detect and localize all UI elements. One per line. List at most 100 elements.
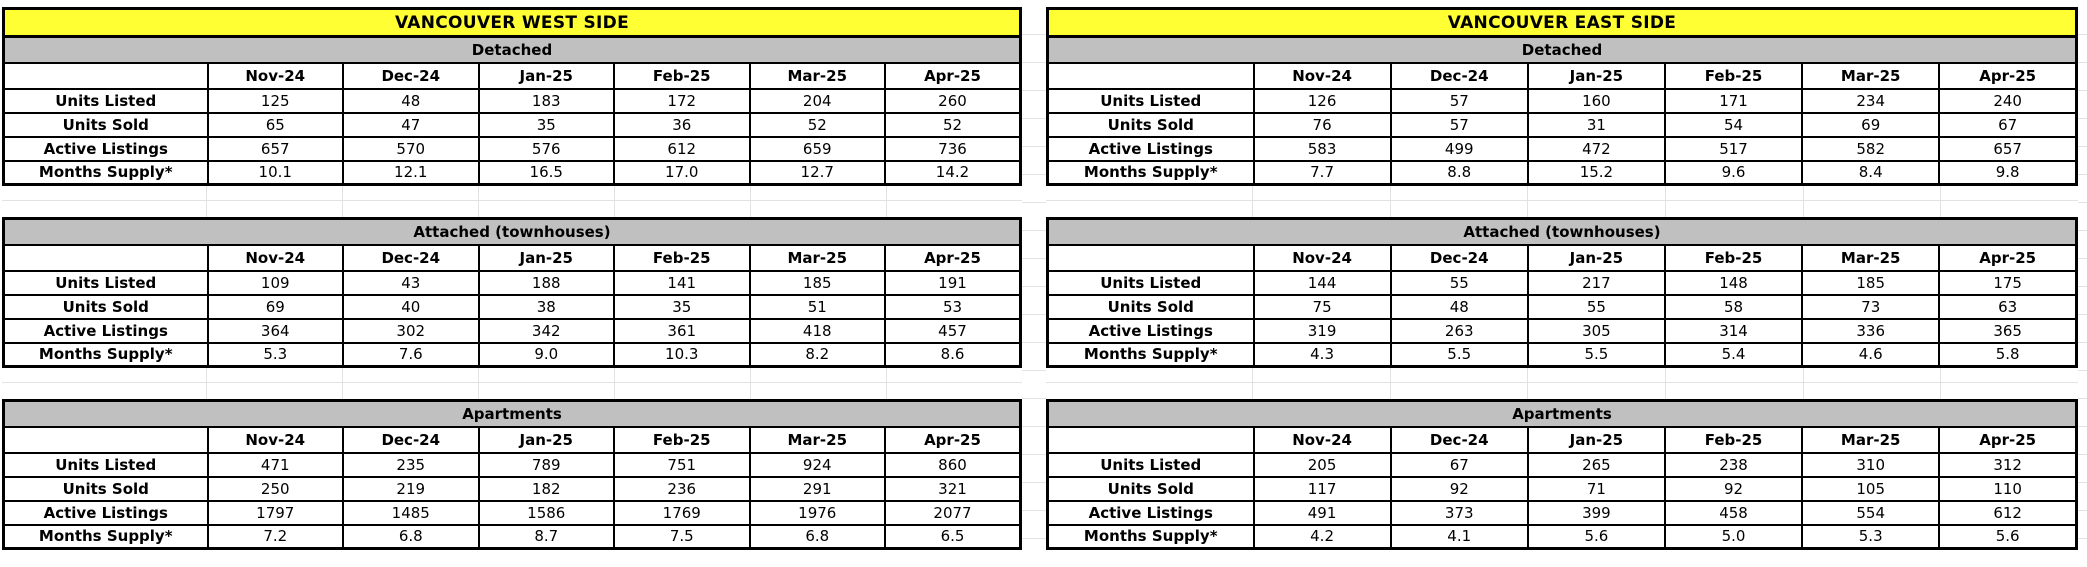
section-header: Apartments <box>1046 399 2078 428</box>
data-row: Active Listings 491 373 399 458 554 612 <box>1046 499 2078 526</box>
data-cell: 14.2 <box>884 159 1022 186</box>
month-header: Jan-25 <box>1526 425 1666 454</box>
data-cell: 5.0 <box>1663 523 1804 550</box>
data-cell: 1586 <box>477 499 615 526</box>
month-header: Mar-25 <box>1801 425 1941 454</box>
data-cell: 109 <box>206 269 344 296</box>
data-cell: 5.3 <box>1801 523 1941 550</box>
data-row: Active Listings 1797 1485 1586 1769 1976 2077 <box>2 499 1022 526</box>
section-header-row: Apartments <box>1046 399 2078 428</box>
data-cell: 92 <box>1389 475 1529 502</box>
data-cell: 5.4 <box>1663 341 1804 368</box>
data-cell: 48 <box>1389 293 1529 320</box>
data-cell: 659 <box>748 135 886 162</box>
month-header: Jan-25 <box>1526 243 1666 272</box>
data-cell: 612 <box>613 135 751 162</box>
data-cell: 141 <box>613 269 751 296</box>
section-header: Attached (townhouses) <box>2 217 1022 246</box>
data-cell: 31 <box>1526 111 1666 138</box>
data-cell: 2077 <box>884 499 1022 526</box>
data-cell: 15.2 <box>1526 159 1666 186</box>
data-row: Units Sold 75 48 55 58 73 63 <box>1046 293 2078 320</box>
data-row: Units Sold 117 92 71 92 105 110 <box>1046 475 2078 502</box>
data-cell: 51 <box>748 293 886 320</box>
data-cell: 314 <box>1663 317 1804 344</box>
month-header: Feb-25 <box>1663 61 1804 90</box>
data-cell: 310 <box>1801 451 1941 478</box>
data-row: Units Listed 126 57 160 171 234 240 <box>1046 87 2078 114</box>
row-label: Active Listings <box>1046 135 1255 162</box>
row-label: Months Supply* <box>1046 341 1255 368</box>
month-header: Mar-25 <box>748 425 886 454</box>
data-cell: 260 <box>884 87 1022 114</box>
data-cell: 6.8 <box>748 523 886 550</box>
data-cell: 399 <box>1526 499 1666 526</box>
data-cell: 40 <box>342 293 480 320</box>
table-gap-column <box>1022 7 1046 560</box>
row-label: Months Supply* <box>1046 159 1255 186</box>
data-cell: 582 <box>1801 135 1941 162</box>
section-header: Detached <box>2 35 1022 64</box>
data-cell: 418 <box>748 317 886 344</box>
data-cell: 9.8 <box>1938 159 2078 186</box>
data-cell: 73 <box>1801 293 1941 320</box>
data-cell: 236 <box>613 475 751 502</box>
data-cell: 204 <box>748 87 886 114</box>
data-row: Months Supply* 7.2 6.8 8.7 7.5 6.8 6.5 <box>2 523 1022 550</box>
month-header-row: Nov-24 Dec-24 Jan-25 Feb-25 Mar-25 Apr-25 <box>1046 61 2078 90</box>
data-cell: 12.1 <box>342 159 480 186</box>
corner-cell <box>1046 243 1255 272</box>
data-cell: 160 <box>1526 87 1666 114</box>
row-label: Months Supply* <box>1046 523 1255 550</box>
data-cell: 240 <box>1938 87 2078 114</box>
row-label: Active Listings <box>2 135 209 162</box>
data-cell: 17.0 <box>613 159 751 186</box>
data-cell: 4.3 <box>1252 341 1392 368</box>
data-cell: 263 <box>1389 317 1529 344</box>
data-cell: 657 <box>1938 135 2078 162</box>
corner-cell <box>2 243 209 272</box>
data-cell: 472 <box>1526 135 1666 162</box>
month-header: Dec-24 <box>1389 243 1529 272</box>
row-label: Units Sold <box>2 111 209 138</box>
data-cell: 54 <box>1663 111 1804 138</box>
data-cell: 9.6 <box>1663 159 1804 186</box>
data-cell: 5.8 <box>1938 341 2078 368</box>
data-cell: 554 <box>1801 499 1941 526</box>
data-cell: 188 <box>477 269 615 296</box>
data-cell: 1797 <box>206 499 344 526</box>
data-cell: 38 <box>477 293 615 320</box>
data-cell: 4.1 <box>1389 523 1529 550</box>
east-table-title: VANCOUVER EAST SIDE <box>1046 7 2078 35</box>
section-header: Attached (townhouses) <box>1046 217 2078 246</box>
data-cell: 7.6 <box>342 341 480 368</box>
data-row: Active Listings 583 499 472 517 582 657 <box>1046 135 2078 162</box>
data-cell: 5.3 <box>206 341 344 368</box>
data-cell: 126 <box>1252 87 1392 114</box>
data-row: Active Listings 319 263 305 314 336 365 <box>1046 317 2078 344</box>
data-cell: 7.2 <box>206 523 344 550</box>
month-header: Feb-25 <box>1663 243 1804 272</box>
data-cell: 302 <box>342 317 480 344</box>
data-cell: 234 <box>1801 87 1941 114</box>
section-table-detached: Detached Nov-24 Dec-24 Jan-25 Feb-25 Mar-25 Ap… <box>1046 35 2078 186</box>
data-cell: 319 <box>1252 317 1392 344</box>
month-header: Feb-25 <box>1663 425 1804 454</box>
data-cell: 185 <box>1801 269 1941 296</box>
data-row: Active Listings 364 302 342 361 418 457 <box>2 317 1022 344</box>
data-cell: 75 <box>1252 293 1392 320</box>
data-cell: 250 <box>206 475 344 502</box>
data-cell: 860 <box>884 451 1022 478</box>
section-header-row: Apartments <box>2 399 1022 428</box>
section-header: Detached <box>1046 35 2078 64</box>
data-cell: 499 <box>1389 135 1529 162</box>
row-label: Units Sold <box>2 293 209 320</box>
data-cell: 67 <box>1389 451 1529 478</box>
row-label: Units Sold <box>1046 475 1255 502</box>
month-header-row: Nov-24 Dec-24 Jan-25 Feb-25 Mar-25 Apr-25 <box>2 243 1022 272</box>
data-cell: 57 <box>1389 111 1529 138</box>
data-row: Months Supply* 4.3 5.5 5.5 5.4 4.6 5.8 <box>1046 341 2078 368</box>
month-header: Nov-24 <box>1252 61 1392 90</box>
section-table-detached: Detached Nov-24 Dec-24 Jan-25 Feb-25 Mar-25 Ap… <box>2 35 1022 186</box>
